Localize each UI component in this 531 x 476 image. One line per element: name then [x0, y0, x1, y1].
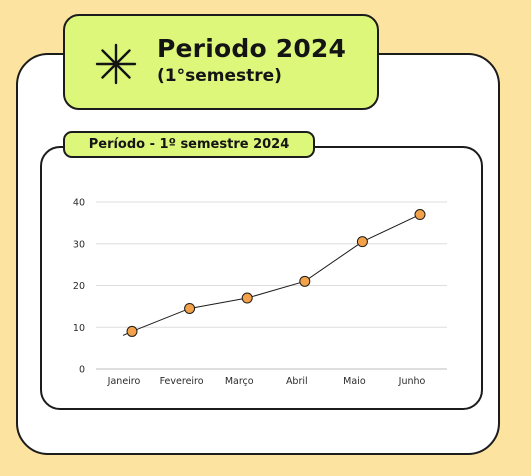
page-title: Periodo 2024 — [157, 34, 347, 63]
chart-card — [40, 146, 483, 410]
x-tick-label: Maio — [343, 376, 366, 387]
data-point-março — [241, 292, 253, 304]
asterisk-icon — [95, 43, 137, 85]
title-badge: Periodo 2024 (1°semestre) — [63, 14, 379, 110]
page-subtitle: (1°semestre) — [157, 66, 282, 86]
y-tick-label: 0 — [79, 365, 85, 376]
data-point-janeiro — [126, 325, 138, 337]
x-tick-label: Março — [225, 376, 254, 387]
y-tick-label: 40 — [73, 198, 85, 209]
x-tick-label: Janeiro — [107, 376, 141, 387]
chart-title-badge: Período - 1º semestre 2024 — [63, 131, 315, 158]
data-point-fevereiro — [184, 302, 196, 314]
x-tick-label: Abril — [286, 376, 308, 387]
data-point-maio — [356, 236, 368, 248]
y-tick-label: 30 — [73, 239, 85, 250]
chart-title: Período - 1º semestre 2024 — [88, 137, 290, 152]
y-tick-label: 10 — [73, 323, 85, 334]
data-point-junho — [414, 209, 426, 221]
y-tick-label: 20 — [73, 281, 85, 292]
data-point-abril — [299, 275, 311, 287]
x-tick-label: Junho — [398, 376, 426, 387]
series-line — [122, 214, 421, 336]
x-tick-label: Fevereiro — [160, 376, 204, 387]
